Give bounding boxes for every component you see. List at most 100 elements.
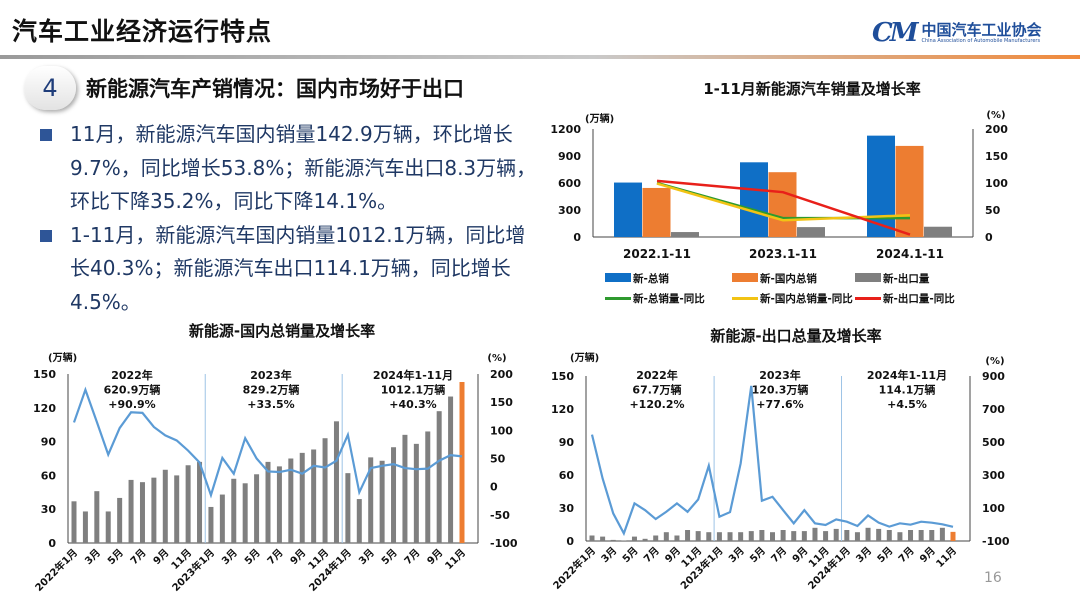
month-label: 2022年1月	[550, 544, 598, 592]
left-tick-label: 150	[33, 368, 56, 381]
bar-1-2	[895, 145, 924, 237]
month-bar	[674, 535, 680, 541]
left-tick-label: 900	[558, 150, 581, 163]
year-annotation: 2024年1-11月	[373, 368, 453, 382]
chart-title: 新能源-国内总销量及增长率	[189, 322, 375, 340]
year-annotation: 2023年	[250, 368, 292, 382]
year-annotation: 2023年	[759, 368, 801, 382]
month-label: 3月	[356, 547, 376, 567]
bullet-square-icon	[40, 129, 52, 141]
month-bar	[128, 479, 134, 543]
right-tick-label: 900	[982, 370, 1005, 383]
month-bar	[780, 530, 786, 541]
right-tick-label: -100	[490, 537, 518, 550]
right-tick-label: 200	[985, 123, 1008, 136]
left-tick-label: 0	[566, 535, 574, 548]
month-bar	[642, 538, 648, 541]
month-label: 9月	[288, 547, 308, 567]
month-bar	[174, 475, 180, 543]
month-bar	[631, 536, 637, 541]
month-bar	[436, 411, 442, 543]
month-bar	[727, 532, 733, 541]
right-tick-label: 150	[490, 396, 513, 409]
logo-chinese-name: 中国汽车工业协会	[921, 21, 1042, 39]
year-annotation: 2024年1-11月	[867, 368, 947, 382]
right-tick-label: 50	[490, 453, 506, 466]
month-bar	[391, 447, 397, 543]
bar-0-0	[614, 182, 642, 237]
month-bar	[333, 421, 339, 543]
category-label: 2024.1-11	[876, 247, 944, 261]
left-tick-label: 60	[559, 469, 575, 482]
left-tick-label: 600	[558, 177, 581, 190]
right-axis-unit: (%)	[487, 353, 506, 364]
legend-swatch	[732, 297, 758, 300]
month-label: 7月	[769, 545, 789, 565]
month-bar	[897, 532, 903, 541]
right-tick-label: 50	[985, 204, 1001, 217]
month-label: 3月	[726, 545, 746, 565]
growth-line	[590, 385, 954, 537]
legend-swatch	[855, 273, 881, 282]
month-label: 3月	[599, 545, 619, 565]
bar-0-2	[867, 135, 895, 237]
month-label: 7月	[641, 545, 661, 565]
month-bar	[162, 469, 168, 543]
month-bar	[738, 532, 744, 541]
month-label: 5月	[875, 545, 895, 565]
left-axis-unit: (万辆)	[570, 351, 599, 364]
year-annotation: +33.5%	[247, 398, 294, 411]
month-bar	[208, 506, 214, 543]
month-label: 5月	[379, 547, 399, 567]
month-bar	[219, 494, 225, 543]
left-tick-label: 90	[559, 436, 575, 449]
right-tick-label: 100	[985, 177, 1008, 190]
month-bar	[706, 532, 712, 541]
month-label: 5月	[620, 545, 640, 565]
legend-swatch	[732, 273, 758, 282]
month-label: 5月	[242, 547, 262, 567]
legend-label: 新-国内总销量-同比	[760, 292, 853, 305]
right-tick-label: 100	[982, 502, 1005, 515]
month-label: 7月	[402, 547, 422, 567]
right-axis-unit: (%)	[985, 356, 1004, 367]
month-bar	[265, 461, 271, 543]
logo-english-name: China Association of Automobile Manufact…	[921, 38, 1041, 44]
month-bar	[695, 531, 701, 541]
legend-swatch	[605, 273, 631, 282]
growth-line-2	[656, 179, 911, 236]
year-annotation: 620.9万辆	[104, 383, 161, 397]
month-label: 3月	[82, 547, 102, 567]
year-annotation: +40.3%	[389, 398, 436, 411]
year-annotation: 1012.1万辆	[381, 383, 445, 397]
year-annotation: 67.7万辆	[632, 383, 681, 397]
month-bar	[589, 535, 595, 541]
left-axis-unit: (万辆)	[585, 112, 614, 125]
month-label: 2022年1月	[32, 546, 80, 594]
month-bar	[288, 458, 294, 543]
month-bar	[276, 466, 282, 543]
right-axis-unit: (%)	[986, 110, 1005, 121]
month-bar	[379, 460, 385, 543]
month-bar	[918, 530, 924, 541]
month-bar	[459, 381, 465, 543]
bar-2-0	[671, 232, 699, 237]
month-bar	[685, 530, 691, 541]
page-number: 16	[984, 570, 1002, 586]
right-tick-label: 500	[982, 436, 1005, 449]
category-label: 2023.1-11	[749, 247, 817, 261]
legend-label: 新-总销量-同比	[633, 292, 705, 305]
left-tick-label: 1200	[550, 123, 581, 136]
month-label: 11月	[443, 547, 468, 572]
category-label: 2022.1-11	[623, 247, 691, 261]
month-bar	[71, 501, 77, 543]
month-bar	[151, 477, 157, 543]
legend-label: 新-出口量-同比	[883, 292, 955, 305]
year-annotation: 2022年	[636, 368, 678, 382]
month-label: 7月	[128, 547, 148, 567]
right-tick-label: 0	[985, 231, 993, 244]
bar-2-1	[797, 227, 825, 237]
month-bar	[139, 482, 145, 543]
right-tick-label: -50	[490, 509, 510, 522]
month-label: 9月	[151, 547, 171, 567]
